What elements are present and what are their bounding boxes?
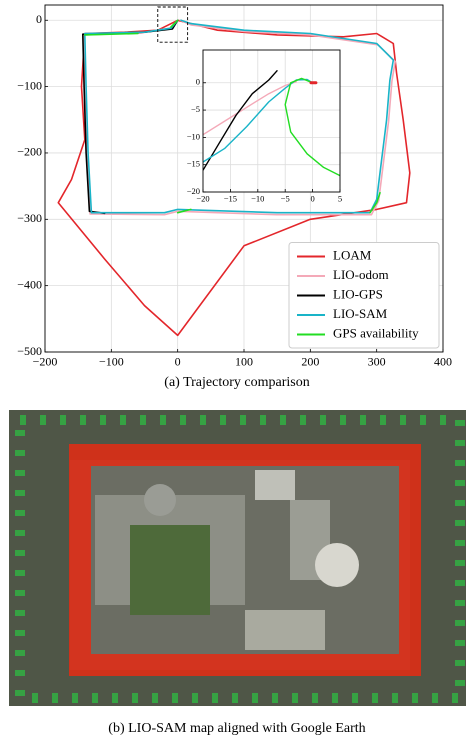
tree-points bbox=[15, 415, 465, 703]
x-tick-label: −200 bbox=[33, 355, 58, 369]
legend-label: LOAM bbox=[333, 247, 372, 262]
trajectory bbox=[84, 19, 395, 214]
axes-frame bbox=[202, 49, 341, 193]
y-tick-label: −200 bbox=[17, 145, 42, 159]
caption: (b) LIO-SAM map aligned with Google Eart… bbox=[108, 721, 365, 736]
y-tick-label: −400 bbox=[17, 277, 42, 291]
x-tick-label: −15 bbox=[224, 194, 237, 204]
x-tick-label: 0 bbox=[175, 355, 181, 369]
x-tick-label: 5 bbox=[338, 194, 342, 204]
trajectory bbox=[84, 19, 381, 214]
trajectory bbox=[203, 70, 278, 171]
courtyard bbox=[130, 525, 210, 615]
axes-frame bbox=[44, 4, 444, 353]
legend-label: LIO-odom bbox=[333, 267, 389, 282]
legend-label: GPS availability bbox=[333, 325, 419, 340]
x-tick-label: 300 bbox=[368, 355, 386, 369]
caption: (a) Trajectory comparison bbox=[164, 375, 309, 390]
zoom-box bbox=[157, 6, 189, 43]
chart: −20 −15 −10 −5 0 5 0 −5 −10 −15 −20 bbox=[187, 49, 342, 204]
trajectory bbox=[284, 77, 340, 177]
legend-box bbox=[288, 242, 440, 349]
x-tick-label: −5 bbox=[281, 194, 290, 204]
building bbox=[255, 470, 295, 500]
x-tick-label: 200 bbox=[301, 355, 319, 369]
trajectory bbox=[57, 19, 411, 337]
x-tick-label: 400 bbox=[434, 355, 452, 369]
aerial-map bbox=[9, 410, 466, 706]
x-tick-label: −10 bbox=[251, 194, 264, 204]
x-tick-label: 100 bbox=[235, 355, 253, 369]
round-building bbox=[315, 543, 359, 587]
y-tick-label: −15 bbox=[187, 159, 200, 169]
y-tick-label: −10 bbox=[187, 131, 200, 141]
y-tick-label: −20 bbox=[187, 186, 200, 196]
x-tick-label: 0 bbox=[310, 194, 314, 204]
legend-label: LIO-SAM bbox=[333, 306, 388, 321]
y-tick-label: −300 bbox=[17, 211, 42, 225]
x-tick-label: −100 bbox=[99, 355, 124, 369]
road-points bbox=[69, 444, 421, 676]
dome bbox=[144, 484, 176, 516]
y-tick-label: −100 bbox=[17, 78, 42, 92]
trajectory bbox=[203, 81, 297, 136]
building bbox=[245, 610, 325, 650]
legend-label: LIO-GPS bbox=[333, 286, 383, 301]
y-tick-label: 0 bbox=[196, 77, 200, 87]
y-tick-label: −5 bbox=[191, 104, 200, 114]
x-tick-label: −20 bbox=[196, 194, 209, 204]
plot-area bbox=[203, 50, 340, 192]
y-tick-label: 0 bbox=[36, 12, 42, 26]
y-tick-label: −500 bbox=[17, 344, 42, 358]
